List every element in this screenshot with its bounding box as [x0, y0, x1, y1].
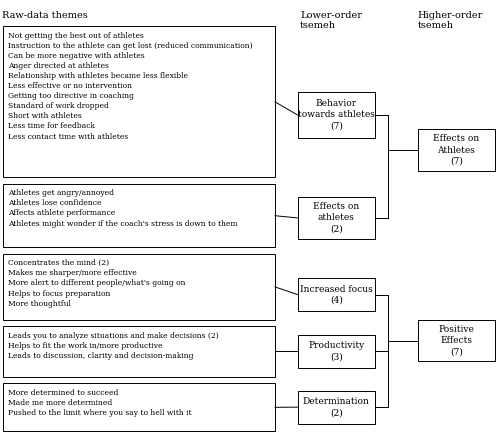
Bar [298, 335, 375, 368]
Text: Lower-order
tsemeh: Lower-order tsemeh [300, 11, 362, 30]
Bar [298, 278, 375, 311]
Text: Leads you to analyze situations and make decisions (2)
Helps to fit the work in/: Leads you to analyze situations and make… [8, 332, 219, 360]
Bar [2, 26, 275, 177]
Text: Effects on
athletes
(2): Effects on athletes (2) [313, 202, 360, 233]
Text: Raw-data themes: Raw-data themes [2, 11, 88, 20]
Bar [298, 391, 375, 424]
Text: Not getting the best out of athletes
Instruction to the athlete can get lost (re: Not getting the best out of athletes Ins… [8, 32, 253, 141]
Text: Increased focus
(4): Increased focus (4) [300, 285, 372, 304]
Bar [2, 184, 275, 247]
Text: Effects on
Athletes
(7): Effects on Athletes (7) [433, 134, 480, 166]
Text: Behavior
towards athletes
(7): Behavior towards athletes (7) [298, 99, 374, 131]
Bar [298, 197, 375, 239]
Bar [298, 92, 375, 138]
Text: Higher-order
tsemeh: Higher-order tsemeh [418, 11, 483, 30]
Bar [2, 326, 275, 377]
Text: More determined to succeed
Made me more determined
Pushed to the limit where you: More determined to succeed Made me more … [8, 389, 192, 417]
Bar [418, 320, 495, 361]
Text: Determination
(2): Determination (2) [303, 397, 370, 417]
Bar [2, 254, 275, 320]
Text: Athletes get angry/annoyed
Athletes lose confidence
Affects athlete performance
: Athletes get angry/annoyed Athletes lose… [8, 189, 238, 227]
Text: Productivity
(3): Productivity (3) [308, 342, 364, 361]
Bar [418, 129, 495, 171]
Text: Positive
Effects
(7): Positive Effects (7) [438, 325, 474, 356]
Bar [2, 383, 275, 431]
Text: Concentrates the mind (2)
Makes me sharper/more effective
More alert to differen: Concentrates the mind (2) Makes me sharp… [8, 259, 186, 308]
